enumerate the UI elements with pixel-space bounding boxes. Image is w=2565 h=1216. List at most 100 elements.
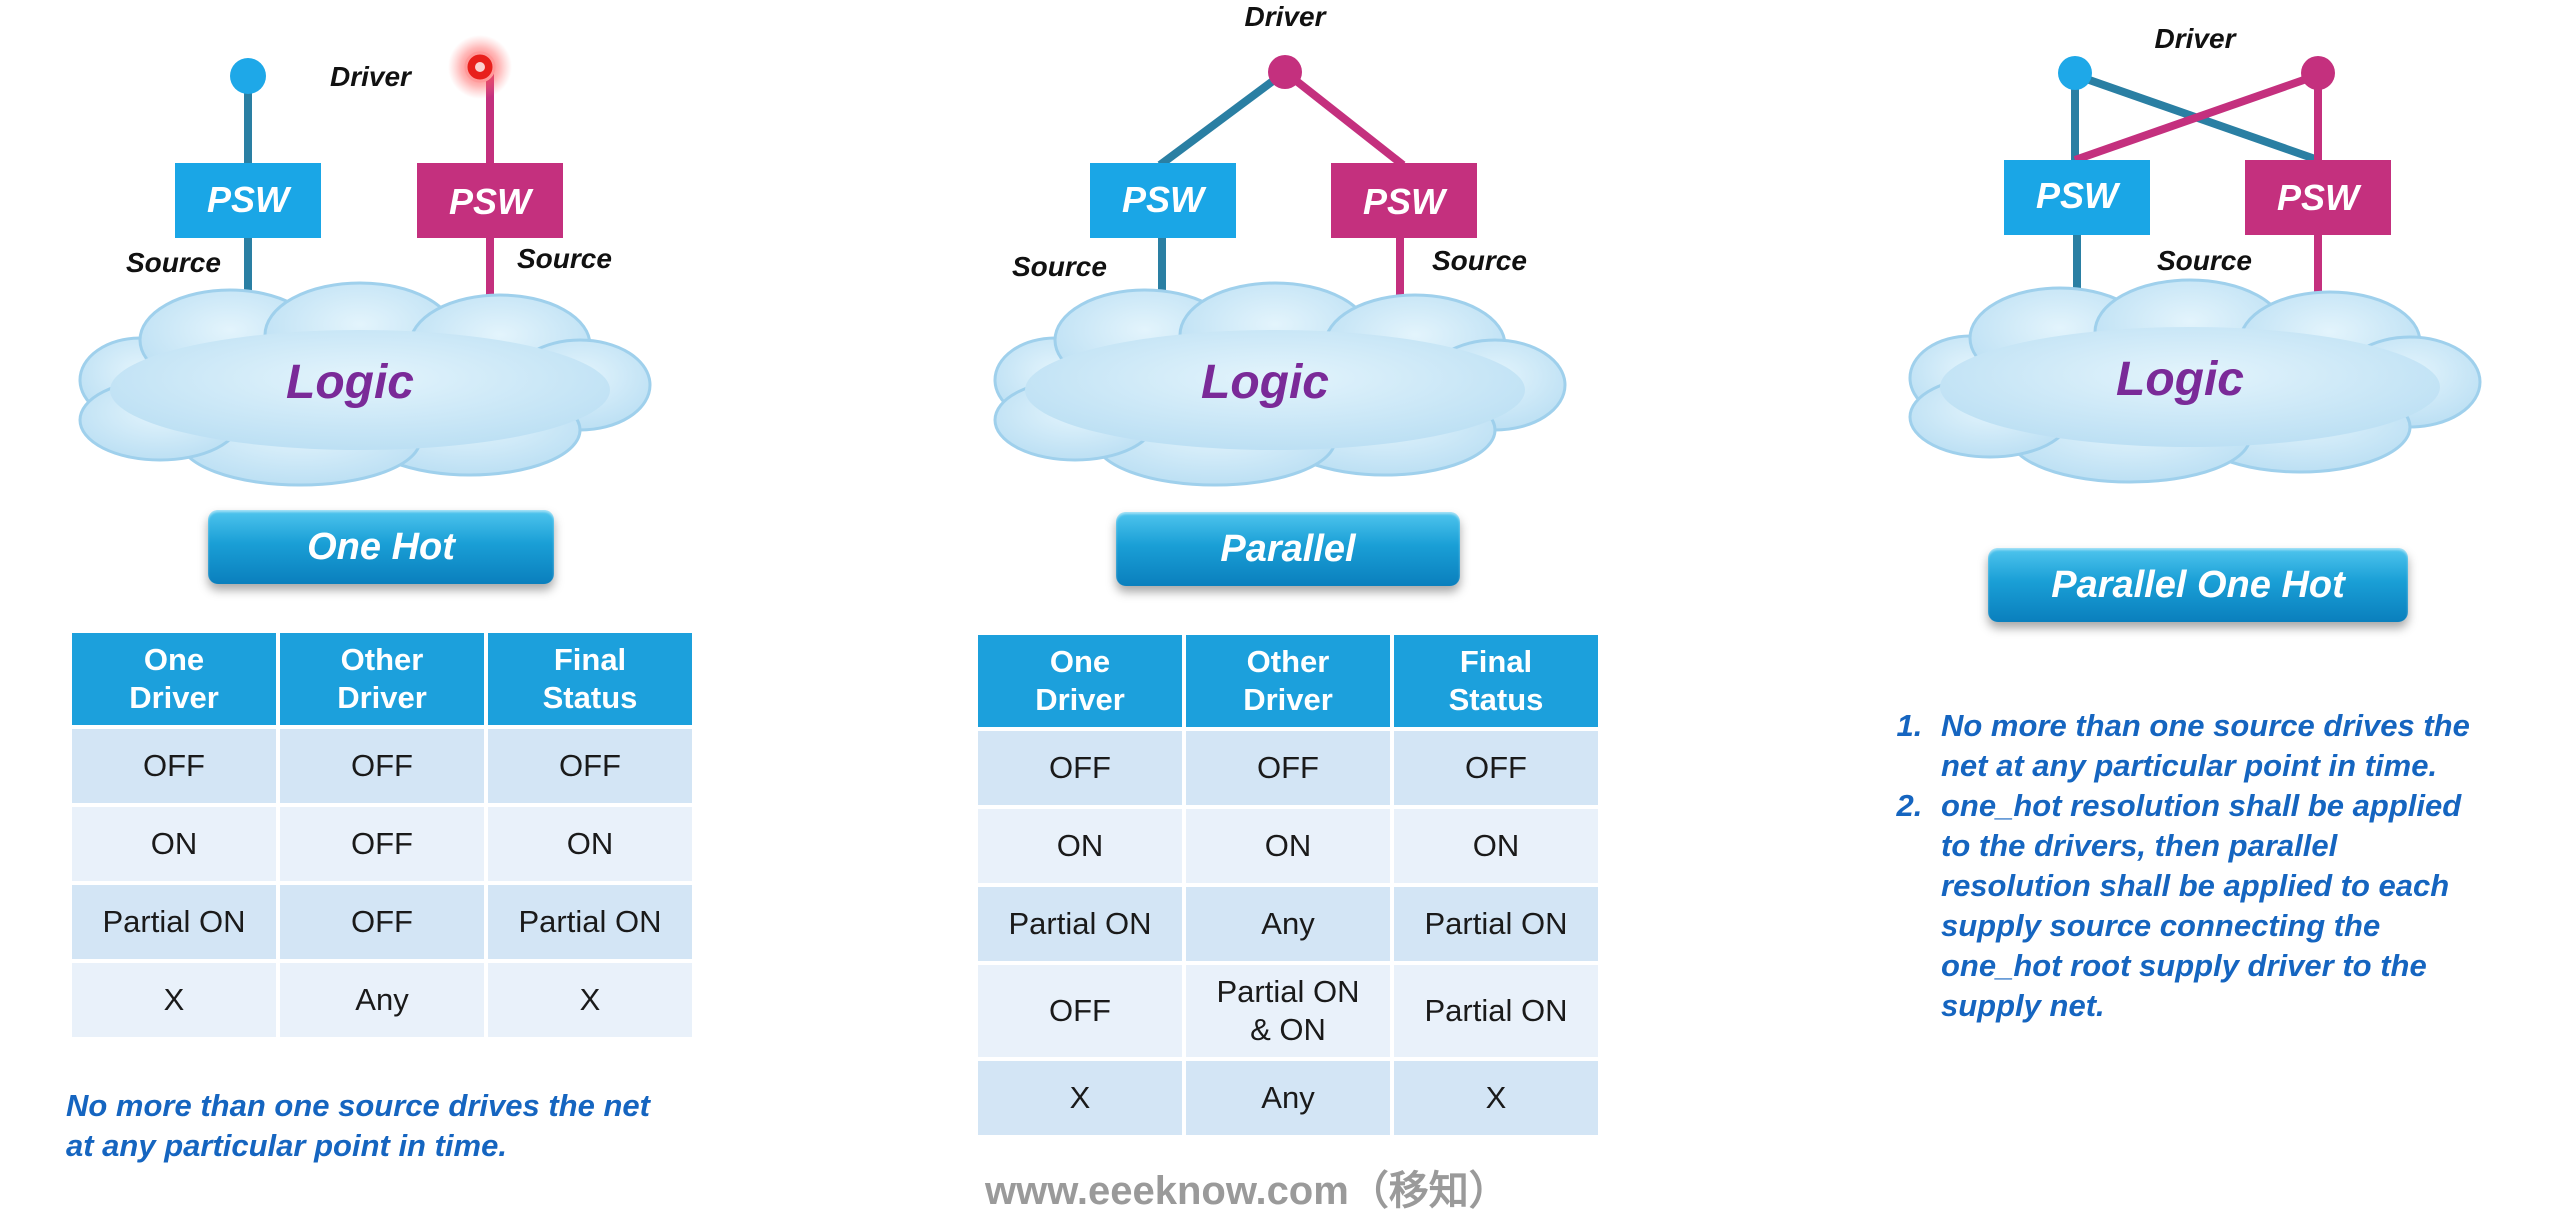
column-header: One Driver (978, 635, 1182, 727)
table-cell: OFF (72, 729, 276, 803)
table-row: X Any X (72, 963, 692, 1037)
note-line: supply source connecting the (1941, 908, 2381, 943)
poh-right-psw-label: PSW (2277, 177, 2362, 218)
one-hot-note-line: No more than one source drives the net (66, 1088, 650, 1123)
note-line: resolution shall be applied to each (1941, 868, 2450, 903)
column-header: Final Status (1394, 635, 1598, 727)
table-row: X Any X (978, 1061, 1598, 1135)
table-cell: Partial ON & ON (1186, 965, 1390, 1057)
one-hot-note-line: at any particular point in time. (66, 1128, 507, 1163)
table-row: ON OFF ON (72, 807, 692, 881)
header-line: Final (553, 642, 627, 677)
parallel-logic-label: Logic (1201, 356, 1329, 409)
note-line: net at any particular point in time. (1941, 748, 2438, 783)
note-item-2: one_hot resolution shall be applied to t… (1931, 786, 2565, 1026)
note-item-1: No more than one source drives the net a… (1931, 706, 2565, 786)
table-header-row: One Driver Other Driver Final Status (978, 635, 1598, 727)
table-cell: OFF (978, 965, 1182, 1057)
header-line: Driver (1243, 682, 1333, 717)
table-cell: ON (978, 809, 1182, 883)
table-cell: OFF (280, 807, 484, 881)
parallel-mode-button: Parallel (1116, 512, 1460, 586)
column-header: Other Driver (1186, 635, 1390, 727)
parallel-truth-table: One Driver Other Driver Final Status OFF OFF OF… (974, 631, 1602, 1139)
note-line: supply net. (1941, 988, 2105, 1023)
table-cell: Partial ON (1394, 887, 1598, 961)
logic-cloud (1908, 278, 2482, 484)
poh-source-label: Source (2157, 245, 2252, 276)
table-cell: ON (488, 807, 692, 881)
table-row: Partial ON Any Partial ON (978, 887, 1598, 961)
header-line: Driver (337, 680, 427, 715)
poh-logic-label: Logic (2116, 353, 2244, 406)
left-psw-box (175, 163, 321, 238)
right-driver-dot (2301, 56, 2335, 90)
table-row: OFF OFF OFF (72, 729, 692, 803)
table-cell: Any (1186, 887, 1390, 961)
table-cell: ON (1186, 809, 1390, 883)
parallel-right-psw-label: PSW (1363, 181, 1448, 222)
right-psw-box (2245, 160, 2391, 235)
one-hot-right-source-label: Source (517, 243, 612, 274)
note-line: No more than one source drives the (1941, 708, 2470, 743)
table-cell: OFF (280, 885, 484, 959)
header-line: Driver (129, 680, 219, 715)
one-hot-logic-label: Logic (286, 356, 414, 409)
table-cell: OFF (978, 731, 1182, 805)
left-psw-box (2004, 160, 2150, 235)
table-cell: X (488, 963, 692, 1037)
table-row: ON ON ON (978, 809, 1598, 883)
one-hot-left-source-label: Source (126, 247, 221, 278)
table-cell: ON (72, 807, 276, 881)
right-driver-cross-wire (2073, 71, 2320, 164)
left-driver-dot (230, 58, 266, 94)
table-cell: Any (280, 963, 484, 1037)
note-line: one_hot resolution shall be applied (1941, 788, 2462, 823)
driver-left-branch (1157, 68, 1288, 169)
parallel-one-hot-diagram (1908, 56, 2482, 484)
parallel-left-psw-label: PSW (1122, 179, 1207, 220)
header-line: One (143, 642, 205, 677)
table-row: OFF Partial ON & ON Partial ON (978, 965, 1598, 1057)
one-hot-truth-table: One Driver Other Driver Final Status OFF OFF OF… (68, 629, 696, 1041)
header-line: Driver (1035, 682, 1125, 717)
cell-line: & ON (1250, 1012, 1326, 1047)
table-cell: OFF (1186, 731, 1390, 805)
column-header: Final Status (488, 633, 692, 725)
one-hot-diagram (78, 35, 652, 487)
table-cell: OFF (488, 729, 692, 803)
table-cell: X (72, 963, 276, 1037)
note-line: to the drivers, then parallel (1941, 828, 2338, 863)
table-cell: X (1394, 1061, 1598, 1135)
table-header-row: One Driver Other Driver Final Status (72, 633, 692, 725)
one-hot-mode-button: One Hot (208, 510, 554, 584)
table-cell: Partial ON (1394, 965, 1598, 1057)
table-row: OFF OFF OFF (978, 731, 1598, 805)
logic-cloud (78, 281, 652, 487)
cell-line: Partial ON (1216, 974, 1360, 1009)
logic-cloud (993, 281, 1567, 487)
table-cell: X (978, 1061, 1182, 1135)
header-line: Other (340, 642, 424, 677)
left-psw-box (1090, 163, 1236, 238)
table-cell: Any (1186, 1061, 1390, 1135)
right-psw-box (1331, 163, 1477, 238)
table-cell: Partial ON (978, 887, 1182, 961)
one-hot-note: No more than one source drives the net a… (66, 1086, 650, 1166)
table-cell: Partial ON (488, 885, 692, 959)
parallel-one-hot-notes: No more than one source drives the net a… (1876, 706, 2565, 1026)
header-line: Final (1459, 644, 1533, 679)
note-line: one_hot root supply driver to the (1941, 948, 2427, 983)
one-hot-right-psw-label: PSW (449, 181, 534, 222)
table-cell: OFF (1394, 731, 1598, 805)
header-line: Status (542, 680, 638, 715)
poh-driver-label: Driver (2155, 23, 2238, 54)
parallel-one-hot-mode-button: Parallel One Hot (1988, 548, 2408, 622)
poh-left-psw-label: PSW (2036, 175, 2121, 216)
header-line: Status (1448, 682, 1544, 717)
table-cell: OFF (280, 729, 484, 803)
header-line: Other (1246, 644, 1330, 679)
parallel-driver-label: Driver (1245, 1, 1328, 32)
driver-right-branch (1282, 68, 1406, 169)
